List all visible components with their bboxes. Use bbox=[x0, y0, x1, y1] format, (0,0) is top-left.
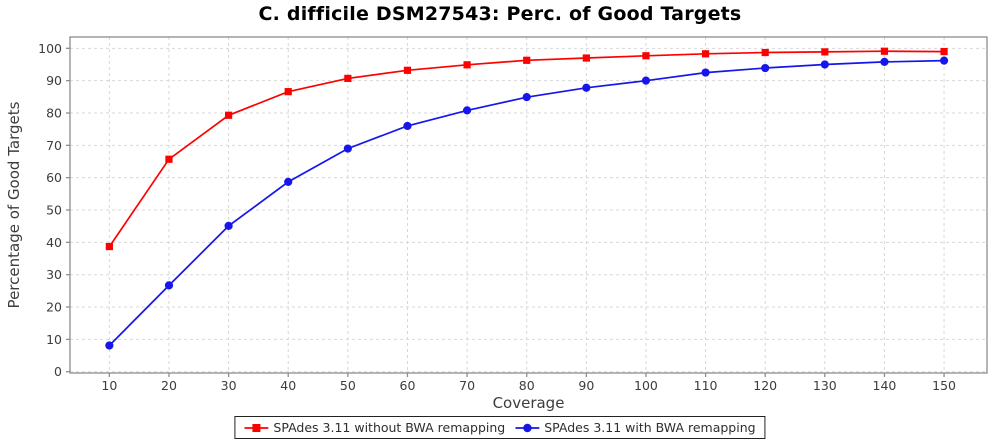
svg-text:30: 30 bbox=[221, 378, 237, 393]
svg-text:40: 40 bbox=[280, 378, 296, 393]
svg-text:100: 100 bbox=[38, 41, 62, 56]
svg-text:80: 80 bbox=[519, 378, 535, 393]
svg-text:40: 40 bbox=[46, 235, 62, 250]
svg-text:100: 100 bbox=[634, 378, 658, 393]
svg-text:120: 120 bbox=[753, 378, 777, 393]
svg-text:60: 60 bbox=[46, 170, 62, 185]
red-square-line-marker-icon bbox=[244, 422, 269, 434]
svg-text:90: 90 bbox=[46, 73, 62, 88]
legend-entry-with-bwa: SPAdes 3.11 with BWA remapping bbox=[515, 420, 756, 435]
svg-text:20: 20 bbox=[161, 378, 177, 393]
svg-text:150: 150 bbox=[932, 378, 956, 393]
svg-text:50: 50 bbox=[46, 203, 62, 218]
legend-entry-without-bwa: SPAdes 3.11 without BWA remapping bbox=[244, 420, 505, 435]
plot-area: 0 10 20 30 40 50 60 70 80 90 100 10 20 30 40 50 60 70 80 90… bbox=[38, 36, 988, 393]
svg-text:80: 80 bbox=[46, 105, 62, 120]
legend: SPAdes 3.11 without BWA remapping SPAdes… bbox=[234, 416, 766, 439]
svg-text:70: 70 bbox=[46, 138, 62, 153]
svg-text:10: 10 bbox=[46, 332, 62, 347]
legend-label-with-bwa: SPAdes 3.11 with BWA remapping bbox=[544, 420, 756, 435]
svg-text:30: 30 bbox=[46, 267, 62, 282]
svg-text:50: 50 bbox=[340, 378, 356, 393]
svg-text:110: 110 bbox=[694, 378, 718, 393]
svg-text:130: 130 bbox=[813, 378, 837, 393]
chart-title: C. difficile DSM27543: Perc. of Good Tar… bbox=[258, 3, 742, 25]
svg-text:0: 0 bbox=[54, 364, 62, 379]
svg-text:20: 20 bbox=[46, 300, 62, 315]
blue-circle-line-marker-icon bbox=[515, 422, 540, 434]
svg-text:60: 60 bbox=[400, 378, 416, 393]
svg-text:140: 140 bbox=[873, 378, 897, 393]
svg-text:10: 10 bbox=[101, 378, 117, 393]
svg-text:70: 70 bbox=[459, 378, 475, 393]
x-axis-label: Coverage bbox=[492, 394, 565, 412]
legend-label-without-bwa: SPAdes 3.11 without BWA remapping bbox=[273, 420, 506, 435]
svg-text:90: 90 bbox=[578, 378, 594, 393]
